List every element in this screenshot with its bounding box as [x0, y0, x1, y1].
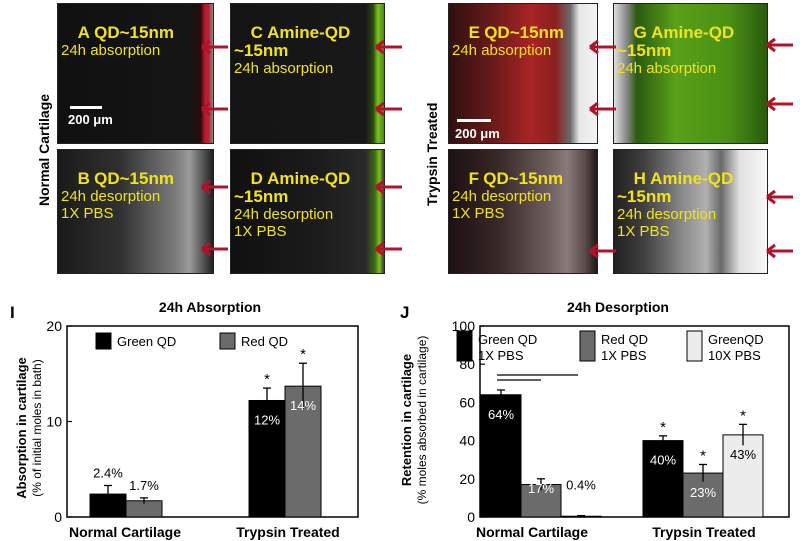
- bar-value-label: 12%: [254, 412, 280, 427]
- y-tick-label: 0: [54, 509, 62, 525]
- arrow-icon: [589, 101, 616, 117]
- legend: Green QD Red QD: [95, 332, 288, 350]
- y-tick-label: 20: [46, 318, 62, 334]
- panel-c-label: C Amine-QD ~15nm 24h absorption: [234, 23, 351, 77]
- micrograph-panel-c: C Amine-QD ~15nm 24h absorption: [230, 3, 385, 144]
- scale-bar-label: 200 μm: [68, 112, 113, 127]
- significance-star: *: [264, 371, 270, 388]
- bar: [480, 394, 522, 518]
- significance-star: *: [300, 346, 306, 363]
- legend-swatch: [219, 332, 236, 350]
- significance-star: *: [740, 407, 746, 424]
- bar-value-label: 64%: [488, 407, 514, 422]
- legend-swatch: [579, 330, 596, 362]
- panel-h-label: H Amine-QD ~15nm 24h desorption 1X PBS: [617, 169, 734, 240]
- panel-g-label: G Amine-QD ~15nm 24h absorption: [617, 23, 735, 77]
- legend-label: Green QD: [117, 334, 176, 349]
- bar: [722, 434, 764, 518]
- chart-i-ylabel: Absorption in cartilage: [14, 357, 29, 499]
- arrow-icon: [766, 96, 793, 112]
- legend-label: Red QD: [601, 332, 648, 347]
- x-category-label: Trypsin Treated: [236, 524, 339, 540]
- scale-bar: [457, 119, 491, 122]
- arrow-icon: [766, 189, 793, 205]
- bar-value-label: 14%: [290, 398, 316, 413]
- y-tick-label: 0: [467, 509, 475, 525]
- arrow-icon: [375, 39, 402, 55]
- y-tick-label: 10: [46, 414, 62, 430]
- bar-value-label: 1.7%: [129, 478, 159, 493]
- chart-absorption: I 24h Absorption Absorption in cartilage…: [10, 299, 359, 540]
- row-label-normal: Normal Cartilage: [36, 93, 52, 206]
- y-tick-label: 100: [452, 318, 476, 334]
- panel-e-label: E QD~15nm 24h absorption: [452, 23, 565, 59]
- chart-j-ylabel2: (% moles absorbed in cartilage): [415, 336, 429, 505]
- bar: [642, 440, 684, 518]
- bar-value-label: 2.4%: [93, 465, 123, 480]
- significance-star: *: [700, 447, 706, 464]
- x-category-label: Normal Cartilage: [476, 524, 588, 540]
- micrograph-panel-g: G Amine-QD ~15nm 24h absorption: [613, 3, 768, 144]
- micrograph-panel-b: B QD~15nm 24h desorption 1X PBS: [57, 149, 214, 274]
- panel-f-label: F QD~15nm 24h desorption 1X PBS: [452, 169, 564, 222]
- y-axis: 0 10 20 Normal Cartilage Trypsin Treated: [46, 318, 359, 540]
- x-category-label: Normal Cartilage: [69, 524, 181, 540]
- panel-b-label: B QD~15nm 24h desorption 1X PBS: [61, 169, 174, 222]
- y-tick-label: 20: [459, 471, 475, 487]
- legend-label-line2: 1X PBS: [478, 348, 524, 363]
- y-tick-label: 60: [459, 394, 475, 410]
- y-tick-label: 40: [459, 433, 475, 449]
- legend-swatch: [95, 332, 112, 350]
- chart-desorption: J 24h Desorption Retention in cartilage …: [400, 299, 790, 540]
- chart-i-ylabel2: (% of initial moles in bath): [30, 359, 44, 496]
- bar-value-label: 23%: [690, 485, 716, 500]
- panel-j-letter: J: [400, 303, 409, 322]
- chart-i-title: 24h Absorption: [159, 299, 261, 315]
- bar-value-label: 0.4%: [566, 478, 596, 493]
- arrow-icon: [589, 39, 616, 55]
- micrograph-panel-e: E QD~15nm 24h absorption 200 μm: [448, 3, 598, 144]
- micrograph-panel-h: H Amine-QD ~15nm 24h desorption 1X PBS: [613, 149, 768, 274]
- bar-value-label: 43%: [730, 447, 756, 462]
- legend-label-line2: 1X PBS: [601, 348, 647, 363]
- arrow-icon: [766, 243, 793, 259]
- panel-d-label: D Amine-QD ~15nm 24h desorption 1X PBS: [234, 169, 351, 240]
- scale-bar-label: 200 μm: [455, 126, 500, 141]
- bar-value-label: 40%: [650, 453, 676, 468]
- micrograph-panel-a: A QD~15nm 24h absorption 200 μm: [57, 3, 214, 144]
- arrow-icon: [589, 243, 616, 259]
- plot-frame: [479, 325, 790, 518]
- chart-j-ylabel: Retention in cartilage: [400, 354, 414, 486]
- arrow-icon: [201, 179, 228, 195]
- significance-star: *: [660, 419, 666, 436]
- legend-label: Green QD: [478, 332, 537, 347]
- arrow-icon: [375, 241, 402, 257]
- arrow-icon: [766, 37, 793, 53]
- bars: 64% 40% * 17% 23% * 0.4% 43% *: [480, 374, 764, 518]
- arrow-icon: [201, 101, 228, 117]
- chart-j-title: 24h Desorption: [567, 299, 669, 315]
- x-category-label: Trypsin Treated: [652, 524, 755, 540]
- panel-i-letter: I: [10, 303, 15, 322]
- legend-swatch: [686, 330, 703, 362]
- micrograph-panel-d: D Amine-QD ~15nm 24h desorption 1X PBS: [230, 149, 385, 274]
- arrow-icon: [201, 39, 228, 55]
- row-label-trypsin: Trypsin Treated: [424, 102, 440, 206]
- panel-a-label: A QD~15nm 24h absorption: [61, 23, 174, 59]
- legend-label: GreenQD: [708, 332, 764, 347]
- bar-value-label: 17%: [528, 481, 554, 496]
- scale-bar: [70, 106, 102, 109]
- micrograph-panel-f: F QD~15nm 24h desorption 1X PBS: [448, 149, 598, 274]
- arrow-icon: [201, 241, 228, 257]
- arrow-icon: [375, 179, 402, 195]
- bars: 2.4% 12% * 1.7% 14% *: [89, 346, 322, 518]
- arrow-icon: [375, 101, 402, 117]
- legend-label: Red QD: [241, 334, 288, 349]
- legend-swatch: [456, 330, 473, 362]
- legend-label-line2: 10X PBS: [708, 348, 761, 363]
